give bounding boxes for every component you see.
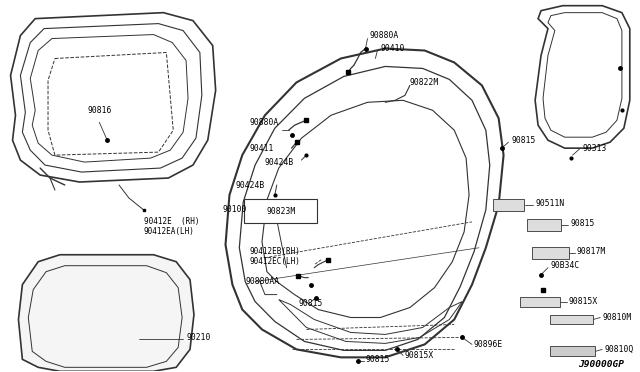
Text: 90815: 90815 [365, 355, 390, 364]
Text: 90424B: 90424B [265, 158, 294, 167]
Text: 90412EA(LH): 90412EA(LH) [143, 227, 195, 236]
Text: 90816: 90816 [87, 106, 111, 115]
Text: 90210: 90210 [186, 333, 211, 342]
Text: 90810Q: 90810Q [604, 345, 634, 354]
FancyBboxPatch shape [244, 199, 317, 223]
FancyBboxPatch shape [520, 296, 560, 307]
Text: 90B34C: 90B34C [551, 261, 580, 270]
Text: 90896E: 90896E [474, 340, 503, 349]
Text: 90511N: 90511N [535, 199, 564, 208]
Text: 90880A: 90880A [369, 31, 399, 40]
Text: 90810M: 90810M [602, 313, 632, 322]
Text: 90823M: 90823M [266, 208, 295, 217]
Text: 90815X: 90815X [569, 297, 598, 306]
Text: 90880AA: 90880AA [245, 277, 279, 286]
FancyBboxPatch shape [550, 346, 595, 356]
Text: 90815X: 90815X [405, 351, 434, 360]
Text: 90410: 90410 [380, 44, 404, 53]
Polygon shape [19, 255, 194, 371]
Text: 90815: 90815 [298, 299, 323, 308]
Text: 90817M: 90817M [577, 247, 606, 256]
FancyBboxPatch shape [550, 314, 593, 324]
Text: 90412EC(LH): 90412EC(LH) [249, 257, 300, 266]
Text: 90411: 90411 [249, 144, 273, 153]
Text: 90815: 90815 [511, 136, 536, 145]
FancyBboxPatch shape [532, 247, 569, 259]
Text: 90412EB(RH): 90412EB(RH) [249, 247, 300, 256]
Text: 90100: 90100 [223, 205, 247, 214]
Text: 90424B: 90424B [236, 180, 264, 189]
Text: 90822M: 90822M [410, 78, 439, 87]
Text: 90412E  (RH): 90412E (RH) [143, 217, 199, 227]
Text: J90000GP: J90000GP [578, 360, 624, 369]
Text: 90880A: 90880A [249, 118, 278, 127]
Text: 90815: 90815 [571, 219, 595, 228]
Text: 90313: 90313 [582, 144, 607, 153]
FancyBboxPatch shape [493, 199, 524, 211]
FancyBboxPatch shape [527, 219, 561, 231]
